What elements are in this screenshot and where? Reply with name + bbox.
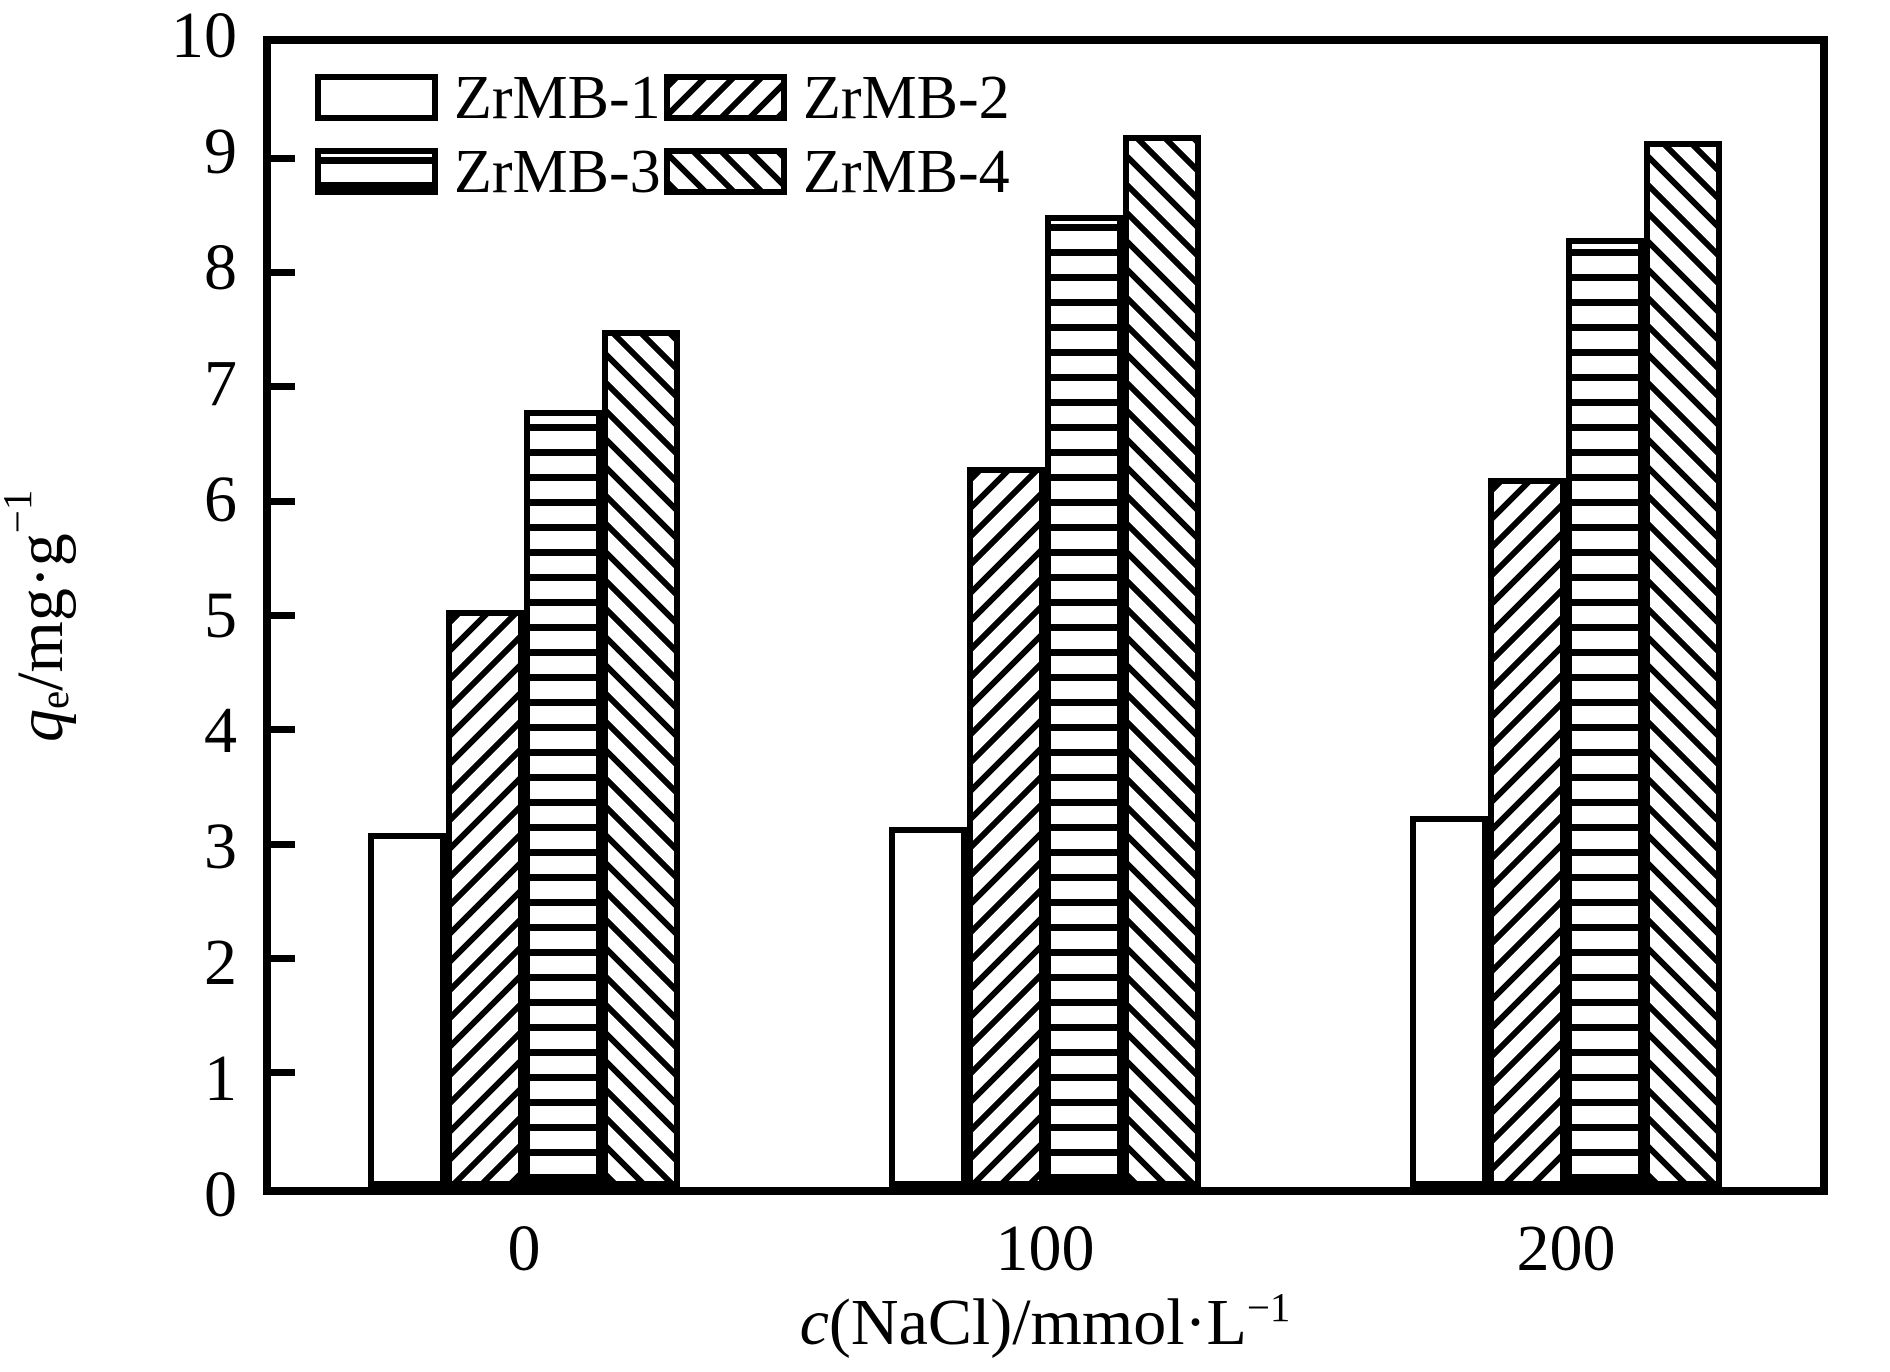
y-tick-label: 0	[204, 1158, 237, 1231]
y-tick-label: 10	[171, 0, 237, 72]
x-tick-label: 100	[995, 1212, 1095, 1285]
y-axis-tick-mark	[271, 154, 295, 162]
y-tick-label: 4	[204, 694, 237, 768]
y-axis-tick-mark	[271, 1069, 295, 1077]
plot-area: ZrMB-1 ZrMB-2 ZrMB-3 ZrMB-4	[263, 36, 1828, 1195]
legend-row: ZrMB-1 ZrMB-2	[315, 67, 1013, 129]
bar-zrmb-1-at-0	[368, 833, 446, 1187]
y-tick-label: 2	[204, 926, 237, 1000]
y-axis-tick-mark	[271, 497, 295, 505]
bar-group-200	[1410, 141, 1722, 1187]
legend-swatch-zrmb-3	[315, 148, 438, 195]
y-tick-label: 8	[204, 230, 237, 304]
legend-label-zrmb-1: ZrMB-1	[454, 63, 661, 132]
y-tick-label: 7	[204, 346, 237, 420]
y-axis-tick-mark	[271, 726, 295, 734]
y-axis-tick-labels: 0 1 2 3 4 5 6 7 8 9 10	[0, 0, 237, 1372]
x-axis-title: c(NaCl)/mmol·L−1	[545, 1286, 1545, 1360]
x-axis-variable: c	[799, 1286, 829, 1359]
bar-zrmb-4-at-200	[1644, 141, 1722, 1187]
x-axis-exponent: −1	[1246, 1285, 1291, 1330]
y-axis-tick-mark	[271, 269, 295, 277]
bar-zrmb-4-at-100	[1123, 135, 1201, 1187]
legend-swatch-zrmb-4	[664, 148, 787, 195]
x-tick-label: 0	[507, 1212, 541, 1285]
legend-label-zrmb-3: ZrMB-3	[454, 137, 661, 206]
x-tick-label: 200	[1516, 1212, 1616, 1285]
legend-label-zrmb-4: ZrMB-4	[803, 137, 1010, 206]
x-axis-units: (NaCl)/mmol·L	[828, 1286, 1247, 1359]
bar-group-0	[368, 330, 680, 1187]
bar-group-100	[889, 135, 1201, 1187]
bar-zrmb-2-at-100	[967, 467, 1045, 1187]
legend-label-zrmb-2: ZrMB-2	[803, 63, 1010, 132]
y-tick-label: 3	[204, 810, 237, 884]
legend: ZrMB-1 ZrMB-2 ZrMB-3 ZrMB-4	[315, 67, 1013, 222]
bar-zrmb-1-at-200	[1410, 816, 1488, 1187]
bar-zrmb-3-at-200	[1566, 238, 1644, 1187]
y-axis-tick-mark	[271, 954, 295, 962]
y-tick-label: 1	[204, 1042, 237, 1116]
bar-zrmb-2-at-200	[1488, 478, 1566, 1187]
legend-swatch-zrmb-2	[664, 74, 787, 121]
y-axis-tick-mark	[271, 612, 295, 619]
bar-zrmb-3-at-100	[1045, 215, 1123, 1187]
bar-zrmb-1-at-100	[889, 827, 967, 1187]
bar-zrmb-4-at-0	[602, 330, 680, 1187]
y-axis-tick-mark	[271, 840, 295, 848]
bar-zrmb-2-at-0	[446, 610, 524, 1187]
y-tick-label: 6	[204, 462, 237, 536]
y-tick-label: 5	[204, 578, 237, 652]
legend-row: ZrMB-3 ZrMB-4	[315, 141, 1013, 203]
y-axis-tick-mark	[271, 383, 295, 391]
legend-swatch-zrmb-1	[315, 74, 438, 121]
bar-zrmb-3-at-0	[524, 410, 602, 1187]
y-tick-label: 9	[204, 114, 237, 188]
